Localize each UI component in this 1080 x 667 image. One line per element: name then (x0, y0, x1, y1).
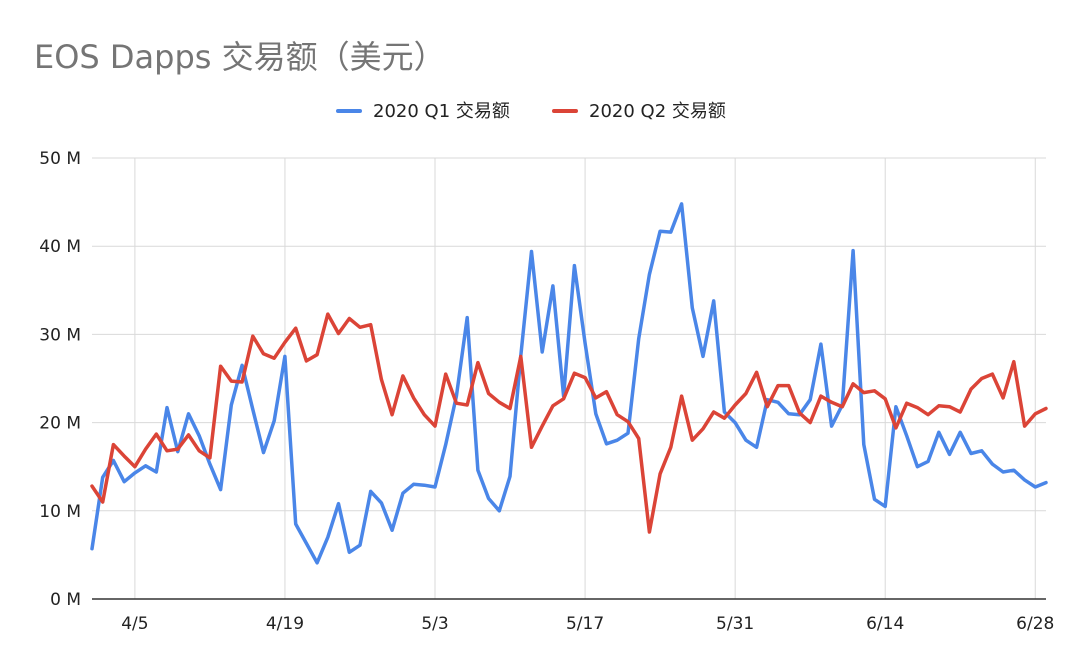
x-tick-label: 6/14 (866, 614, 904, 634)
y-tick-label: 20 M (39, 414, 81, 434)
x-tick-label: 5/17 (566, 614, 604, 634)
y-tick-label: 50 M (39, 149, 81, 169)
x-tick-label: 5/31 (716, 614, 754, 634)
x-tick-label: 4/5 (121, 614, 148, 634)
series-line-1 (90, 202, 1048, 565)
y-tick-label: 30 M (39, 325, 81, 345)
x-axis-ticks: 4/5 4/19 5/3 5/17 5/31 6/14 6/28 (121, 614, 1054, 634)
legend-label-q2: 2020 Q2 交易额 (589, 101, 726, 122)
series-line-2 (90, 312, 1048, 534)
y-tick-label: 40 M (39, 237, 81, 257)
x-tick-label: 6/28 (1016, 614, 1054, 634)
y-tick-label: 10 M (39, 502, 81, 522)
gridlines (92, 157, 1046, 599)
y-axis-ticks: 0 M 10 M 20 M 30 M 40 M 50 M (39, 149, 81, 610)
x-tick-label: 4/19 (266, 614, 304, 634)
chart-title: EOS Dapps 交易额（美元） (34, 38, 446, 76)
y-tick-label: 0 M (50, 590, 81, 610)
series-lines (90, 202, 1048, 565)
legend-label-q1: 2020 Q1 交易额 (373, 101, 510, 122)
x-tick-label: 5/3 (421, 614, 448, 634)
legend: 2020 Q1 交易额 2020 Q2 交易额 (336, 101, 726, 122)
